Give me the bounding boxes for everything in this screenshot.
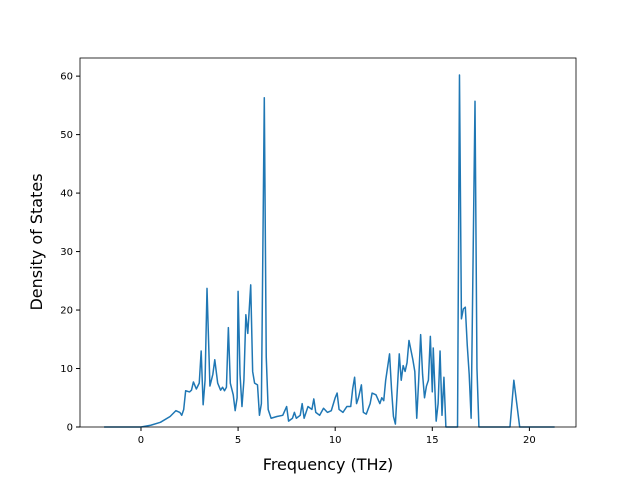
- y-tick-label: 30: [60, 247, 73, 258]
- y-tick-label: 10: [60, 364, 73, 375]
- x-tick-label: 10: [329, 435, 342, 446]
- y-tick-label: 60: [60, 72, 73, 83]
- x-tick-label: 15: [426, 435, 439, 446]
- y-tick-label: 50: [60, 130, 73, 141]
- x-tick-label: 20: [523, 435, 536, 446]
- y-tick-label: 0: [67, 423, 73, 434]
- plot-frame: [79, 57, 577, 428]
- x-tick-label: 5: [235, 435, 241, 446]
- y-tick-label: 40: [60, 189, 73, 200]
- y-axis-label: Density of States: [27, 173, 46, 310]
- x-tick-label: 0: [138, 435, 144, 446]
- dos-line: [104, 74, 555, 428]
- x-axis-label: Frequency (THz): [263, 455, 393, 474]
- y-tick-label: 20: [60, 306, 73, 317]
